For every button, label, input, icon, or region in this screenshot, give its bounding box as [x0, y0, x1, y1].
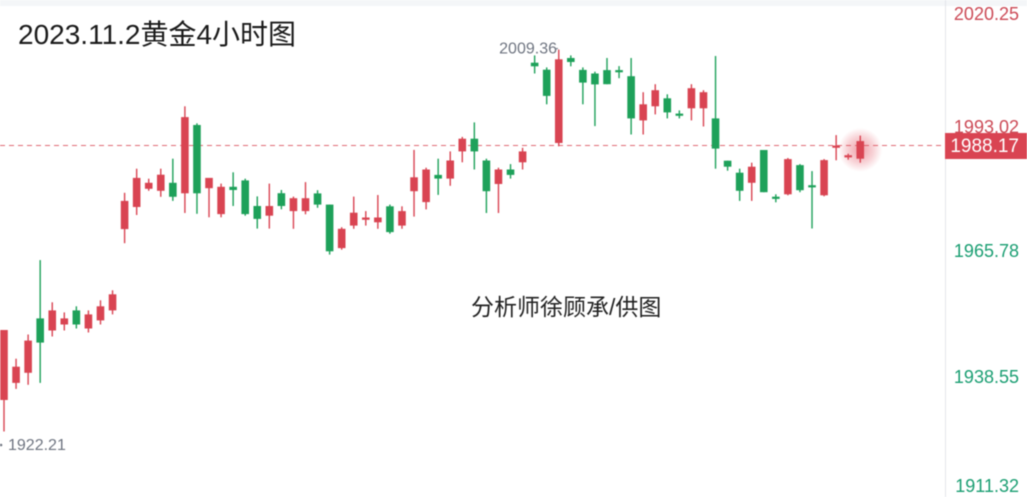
svg-text:1922.21: 1922.21 — [8, 437, 66, 454]
svg-text:1988.17: 1988.17 — [950, 136, 1019, 157]
svg-text:1938.55: 1938.55 — [954, 367, 1019, 387]
svg-text:2020.25: 2020.25 — [954, 4, 1019, 24]
svg-text:1965.78: 1965.78 — [954, 241, 1019, 261]
svg-text:1911.32: 1911.32 — [955, 476, 1019, 496]
svg-text:2009.36: 2009.36 — [499, 41, 557, 58]
